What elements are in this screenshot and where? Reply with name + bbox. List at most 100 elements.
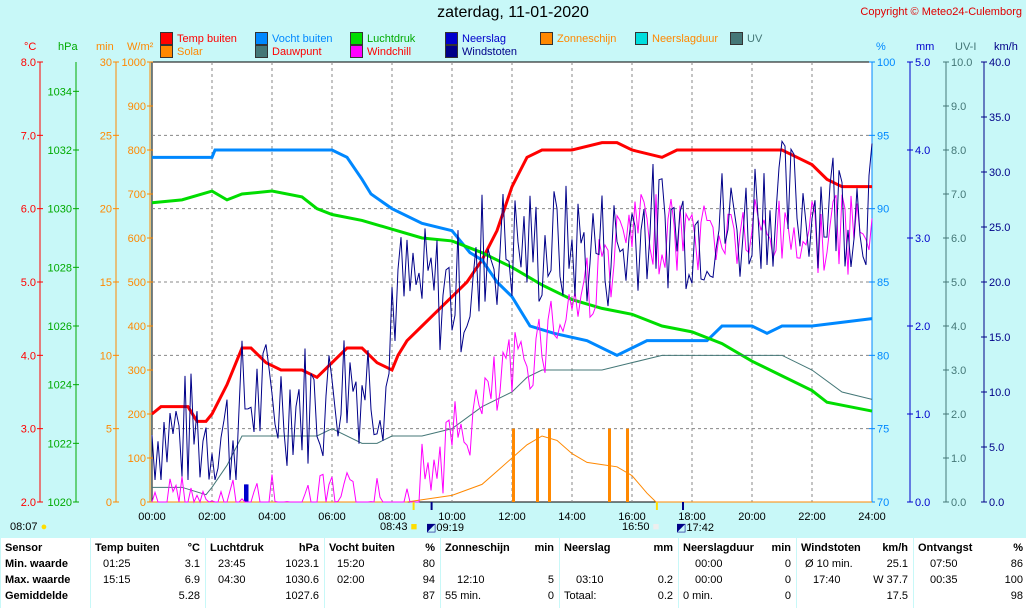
x-tick-label: 08:00	[378, 511, 406, 523]
x-tick-label: 20:00	[738, 511, 766, 523]
sunshine-bar	[548, 428, 551, 502]
axis-label-humidity: 80	[877, 350, 889, 362]
axis-label-rain: 5.0	[915, 57, 930, 69]
sunrise-time: 08:43 ■	[380, 521, 418, 533]
table-col-sensor: Sensor Min. waarde Max. waarde Gemiddeld…	[0, 538, 89, 608]
axis-label-solar: 900	[128, 101, 146, 113]
axis-label-rain: 2.0	[915, 321, 930, 333]
axis-unit-uvi: UV-I	[955, 41, 976, 53]
sunshine-bar	[626, 428, 629, 502]
dusk-icon: ◩	[676, 522, 687, 534]
series-line-luchtdruk	[151, 189, 873, 413]
axis-label-rain: 0.0	[915, 497, 930, 509]
axis-unit-rain: mm	[916, 41, 934, 53]
axis-label-solar: 1000	[122, 57, 146, 69]
x-tick-label: 24:00	[858, 511, 886, 523]
x-tick-label: 00:00	[138, 511, 166, 523]
axis-label-rain: 1.0	[915, 409, 930, 421]
axis-label-temp: 7.0	[21, 130, 36, 142]
table-col-temp: Temp buiten °C 01:25 3.1 15:15 6.9 5.28	[90, 538, 204, 608]
civil-dusk-time: ◩17:42	[676, 522, 714, 534]
axis-label-uvi: 7.0	[951, 189, 966, 201]
rain-bar	[245, 484, 249, 502]
x-tick-label: 06:00	[318, 511, 346, 523]
axis-label-wind: 40.0	[989, 57, 1010, 69]
dawn-icon: ◩	[426, 522, 437, 534]
sunshine-bar	[608, 428, 611, 502]
axis-label-uvi: 8.0	[951, 145, 966, 157]
axis-label-min: 10	[100, 350, 112, 362]
axis-label-wind: 15.0	[989, 332, 1010, 344]
axis-label-temp: 5.0	[21, 277, 36, 289]
legend-solar: Solar	[160, 45, 203, 58]
x-tick-label: 12:00	[498, 511, 526, 523]
axis-label-temp: 4.0	[21, 350, 36, 362]
axis-label-pressure: 1028	[48, 262, 72, 274]
axis-label-solar: 800	[128, 145, 146, 157]
civil-dawn-time: ◩09:19	[426, 522, 464, 534]
table-col-sunshine: Zonneschijn min 12:10 5 55 min. 0	[440, 538, 558, 608]
sunset-icon: ■	[652, 521, 660, 533]
axis-label-uvi: 0.0	[951, 497, 966, 509]
axis-label-rain: 3.0	[915, 233, 930, 245]
axis-label-min: 15	[100, 277, 112, 289]
axis-label-pressure: 1034	[48, 86, 72, 98]
axis-label-uvi: 9.0	[951, 101, 966, 113]
axis-label-pressure: 1024	[48, 380, 72, 392]
axis-label-temp: 6.0	[21, 204, 36, 216]
axis-label-wind: 35.0	[989, 112, 1010, 124]
axis-label-uvi: 2.0	[951, 409, 966, 421]
axis-unit-pressure: hPa	[58, 41, 78, 53]
legend-gusts: Windstoten	[445, 45, 517, 58]
axis-label-uvi: 4.0	[951, 321, 966, 333]
axis-label-uvi: 10.0	[951, 57, 972, 69]
moonrise-time: 08:07 ●	[10, 521, 48, 533]
x-tick-label: 18:00	[678, 511, 706, 523]
table-col-rainduration: Neerslagduur min 00:00 0 00:00 0 0 min. 0	[678, 538, 795, 608]
chart-title: zaterdag, 11-01-2020	[437, 4, 589, 21]
series-line-windchill	[151, 194, 873, 504]
x-tick-label: 22:00	[798, 511, 826, 523]
axis-label-wind: 0.0	[989, 497, 1004, 509]
axis-label-solar: 500	[128, 277, 146, 289]
axis-label-solar: 700	[128, 189, 146, 201]
axis-label-min: 20	[100, 204, 112, 216]
axis-label-solar: 200	[128, 409, 146, 421]
weather-chart: 8.07.06.05.04.03.02.0°C10341032103010281…	[21, 41, 1018, 523]
summary-table: Sensor Min. waarde Max. waarde Gemiddeld…	[0, 538, 1026, 608]
x-tick-label: 10:00	[438, 511, 466, 523]
axis-label-pressure: 1030	[48, 204, 72, 216]
axis-label-rain: 4.0	[915, 145, 930, 157]
table-col-gusts: Windstoten km/h Ø 10 min. 25.1 17:40 W 37.7…	[796, 538, 912, 608]
axis-label-uvi: 1.0	[951, 453, 966, 465]
table-col-rain: Neerslag mm 03:10 0.2 Totaal: 0.2	[559, 538, 677, 608]
axis-label-pressure: 1020	[48, 497, 72, 509]
legend-dewpoint: Dauwpunt	[255, 45, 322, 58]
axis-label-humidity: 100	[877, 57, 895, 69]
axis-label-humidity: 70	[877, 497, 889, 509]
series-line-windstoten	[151, 139, 873, 481]
legend-rain: Neerslag	[445, 32, 506, 45]
axis-label-wind: 20.0	[989, 277, 1010, 289]
axis-label-wind: 30.0	[989, 167, 1010, 179]
axis-label-min: 30	[100, 57, 112, 69]
axis-label-temp: 3.0	[21, 424, 36, 436]
sunshine-bar	[512, 428, 515, 502]
axis-label-wind: 10.0	[989, 387, 1010, 399]
axis-label-temp: 2.0	[21, 497, 36, 509]
table-col-pressure: Luchtdruk hPa 23:45 1023.1 04:30 1030.6 102…	[205, 538, 323, 608]
table-col-reception: Ontvangst% 07:50 86 00:35 100 98	[913, 538, 1026, 608]
axis-label-solar: 300	[128, 365, 146, 377]
legend-temp: Temp buiten	[160, 32, 237, 45]
axis-label-wind: 5.0	[989, 442, 1004, 454]
axis-label-solar: 100	[128, 453, 146, 465]
axis-label-humidity: 90	[877, 204, 889, 216]
sunset-time: 16:50 ■	[622, 521, 660, 533]
axis-label-min: 5	[106, 424, 112, 436]
axis-label-temp: 8.0	[21, 57, 36, 69]
axis-label-pressure: 1022	[48, 438, 72, 450]
x-tick-label: 16:00	[618, 511, 646, 523]
copyright-notice[interactable]: Copyright © Meteo24-Culemborg	[860, 6, 1022, 18]
axis-label-humidity: 95	[877, 130, 889, 142]
legend-rainduration: Neerslagduur	[635, 32, 718, 45]
